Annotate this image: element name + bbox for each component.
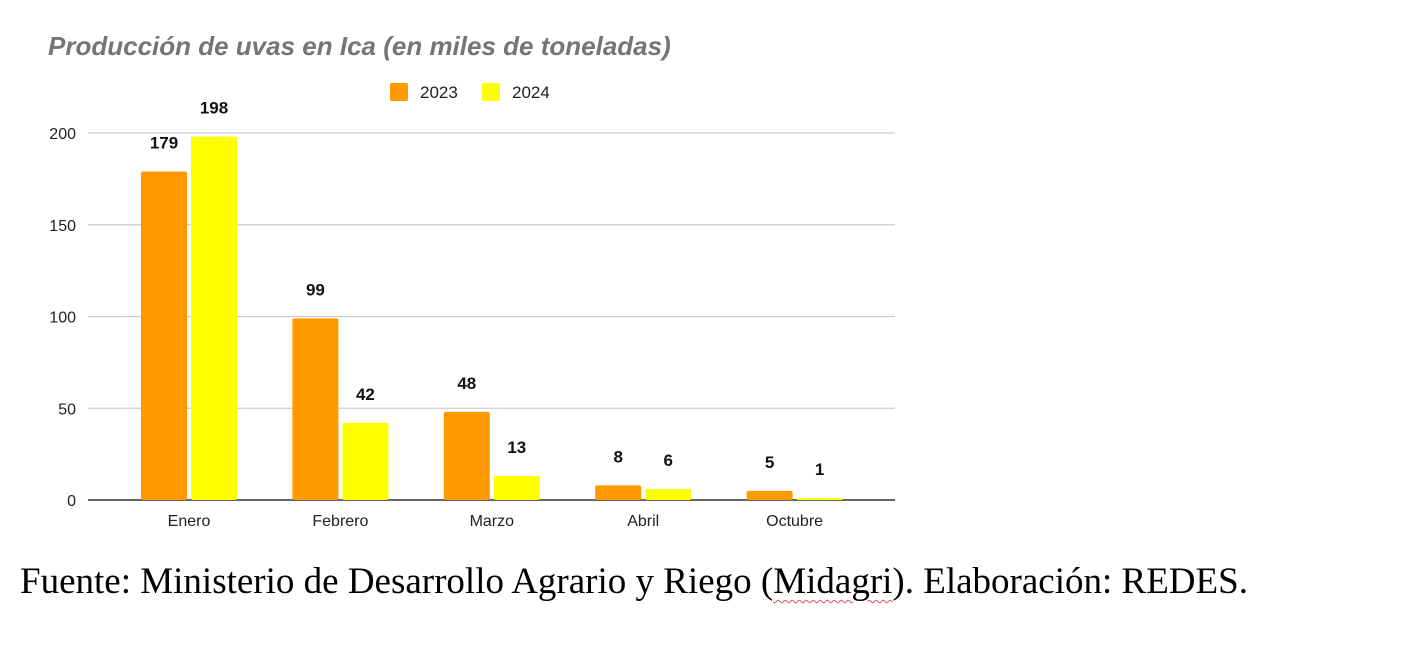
source-caption: Fuente: Ministerio de Desarrollo Agrario… (20, 560, 1248, 603)
bar-2023-enero (141, 171, 187, 500)
bar-2024-abril (645, 488, 692, 500)
legend-swatch-2024 (482, 83, 500, 101)
bar-2024-enero (191, 136, 237, 501)
chart-title: Producción de uvas en Ica (en miles de t… (48, 31, 671, 61)
data-label-2024-enero: 198 (200, 99, 228, 118)
source-text-after: ). Elaboración: REDES. (892, 561, 1248, 602)
data-label-2024-octubre: 1 (815, 460, 824, 479)
legend-label-2024: 2024 (512, 83, 550, 102)
source-text-before: Fuente: Ministerio de Desarrollo Agrario… (20, 561, 774, 602)
data-label-2023-febrero: 99 (306, 280, 325, 299)
data-label-2023-enero: 179 (150, 134, 178, 153)
legend-swatch-2023 (390, 83, 408, 101)
bar-chart: Producción de uvas en Ica (en miles de t… (48, 31, 895, 530)
data-label-2023-octubre: 5 (765, 453, 774, 472)
bar-2024-octubre (796, 498, 843, 500)
bar-2024-febrero (342, 422, 389, 500)
x-tick-label: Octubre (766, 513, 823, 530)
y-tick-label: 150 (49, 218, 76, 235)
y-tick-label: 200 (49, 126, 76, 143)
chart-legend: 2023 2024 (390, 83, 550, 102)
bars (141, 136, 843, 501)
data-label-2023-abril: 8 (613, 447, 622, 466)
bar-2023-abril (595, 485, 642, 500)
x-axis-ticks: Enero Febrero Marzo Abril Octubre (168, 513, 824, 530)
x-tick-label: Enero (168, 513, 211, 530)
bar-2024-marzo (493, 476, 540, 500)
data-label-2024-marzo: 13 (507, 438, 526, 457)
x-tick-label: Marzo (470, 513, 515, 530)
bar-2023-octubre (746, 490, 793, 500)
y-axis-ticks: 0 50 100 150 200 (49, 126, 76, 510)
x-tick-label: Febrero (312, 513, 368, 530)
source-text-underlined: Midagri (773, 561, 893, 602)
data-label-2024-febrero: 42 (356, 385, 375, 404)
x-tick-label: Abril (627, 513, 659, 530)
legend-label-2023: 2023 (420, 83, 458, 102)
bar-2023-febrero (292, 318, 339, 500)
y-tick-label: 0 (67, 493, 76, 510)
bar-2023-marzo (443, 411, 490, 500)
data-label-2024-abril: 6 (663, 451, 672, 470)
y-tick-label: 50 (58, 401, 76, 418)
data-label-2023-marzo: 48 (457, 374, 476, 393)
y-tick-label: 100 (49, 310, 76, 327)
data-labels: 179 198 99 42 48 13 8 6 5 1 (150, 99, 825, 479)
